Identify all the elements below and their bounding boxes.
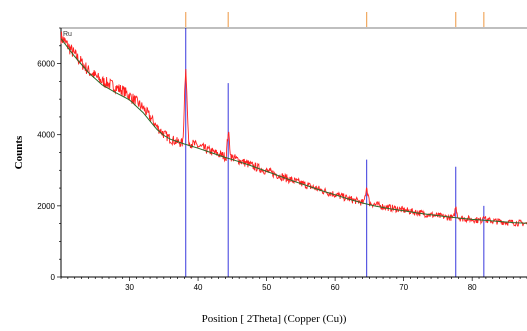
y-tick-label-2000: 2000	[37, 202, 55, 211]
x-tick-label-60: 60	[331, 283, 340, 292]
fit-series-line	[60, 38, 527, 224]
x-tick-label-70: 70	[399, 283, 408, 292]
y-tick-label-0: 0	[51, 273, 56, 282]
corner-label: Ru	[63, 31, 72, 38]
x-tick-label-50: 50	[262, 283, 271, 292]
axes: 30 40 50 60 70 80 0 2000 4000 6000	[37, 27, 527, 292]
x-axis-label: Position [ 2Theta] (Copper (Cu))	[202, 313, 347, 325]
top-markers	[185, 12, 485, 27]
x-tick-label-30: 30	[125, 283, 134, 292]
x-tick-label-80: 80	[468, 283, 477, 292]
y-axis-label: Counts	[13, 135, 25, 169]
series-layer	[60, 31, 527, 227]
x-tick-label-40: 40	[194, 283, 203, 292]
y-tick-label-6000: 6000	[37, 60, 55, 69]
measured-series-line	[60, 31, 527, 227]
labels: Ru Counts Position [ 2Theta] (Copper (Cu…	[13, 31, 347, 325]
y-tick-label-4000: 4000	[37, 131, 55, 140]
